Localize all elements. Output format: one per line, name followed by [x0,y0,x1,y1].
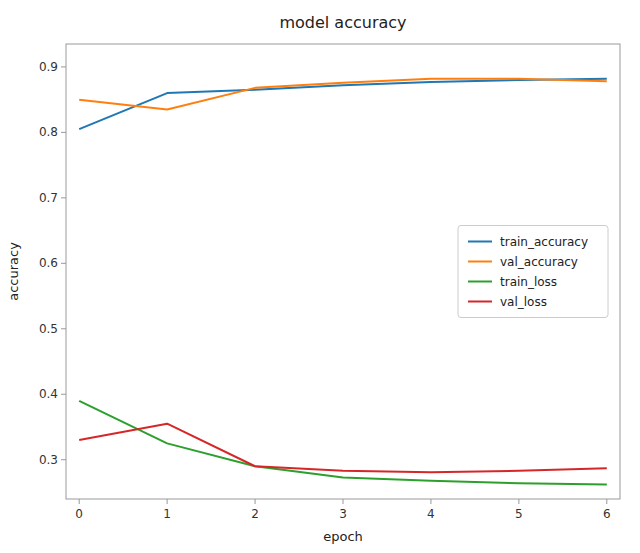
chart-title: model accuracy [279,13,406,32]
y-tick [61,132,66,133]
x-tick [79,499,80,504]
x-tick [167,499,168,504]
y-tick [61,328,66,329]
x-axis-label: epoch [323,529,363,544]
y-tick [61,263,66,264]
x-tick [518,499,519,504]
series-line [79,401,607,485]
y-tick [61,197,66,198]
series-line [79,79,607,110]
x-tick [255,499,256,504]
x-tick-label: 6 [603,507,611,521]
y-tick [61,66,66,67]
x-tick-label: 3 [339,507,347,521]
y-axis-label: accuracy [6,242,21,301]
y-tick [61,459,66,460]
y-tick-label: 0.9 [39,60,58,74]
legend-swatch [468,281,492,283]
legend: train_accuracy val_accuracy train_loss val_… [458,226,608,318]
x-tick [343,499,344,504]
x-tick-label: 1 [163,507,171,521]
x-tick-label: 2 [251,507,259,521]
page: {"chart_data": {"type": "line", "title":… [0,0,640,553]
y-tick-label: 0.4 [39,387,58,401]
series-line [79,424,607,472]
legend-box [458,226,608,318]
y-axis: 0.3 0.4 0.5 0.6 0.7 0.8 0.9 [39,60,66,467]
y-tick-label: 0.5 [39,322,58,336]
y-tick [61,394,66,395]
legend-label: train_accuracy [500,235,588,249]
y-tick-label: 0.7 [39,191,58,205]
legend-swatch [468,241,492,243]
chart: 0 1 2 3 4 5 6 0.3 0.4 0.5 0.6 0.7 0.8 0.9 epoch accurac… [0,0,640,553]
y-tick-label: 0.3 [39,453,58,467]
legend-swatch [468,261,492,263]
legend-swatch [468,301,492,303]
x-tick [606,499,607,504]
y-tick-label: 0.8 [39,125,58,139]
x-tick-label: 4 [427,507,435,521]
x-axis: 0 1 2 3 4 5 6 [75,499,610,521]
legend-label: val_loss [500,295,547,309]
plot-frame [66,44,620,499]
legend-label: val_accuracy [500,255,578,269]
x-tick [430,499,431,504]
legend-label: train_loss [500,275,557,289]
x-tick-label: 0 [75,507,83,521]
series-line [79,79,607,129]
y-tick-label: 0.6 [39,256,58,270]
x-tick-label: 5 [515,507,523,521]
series-group [79,79,607,485]
